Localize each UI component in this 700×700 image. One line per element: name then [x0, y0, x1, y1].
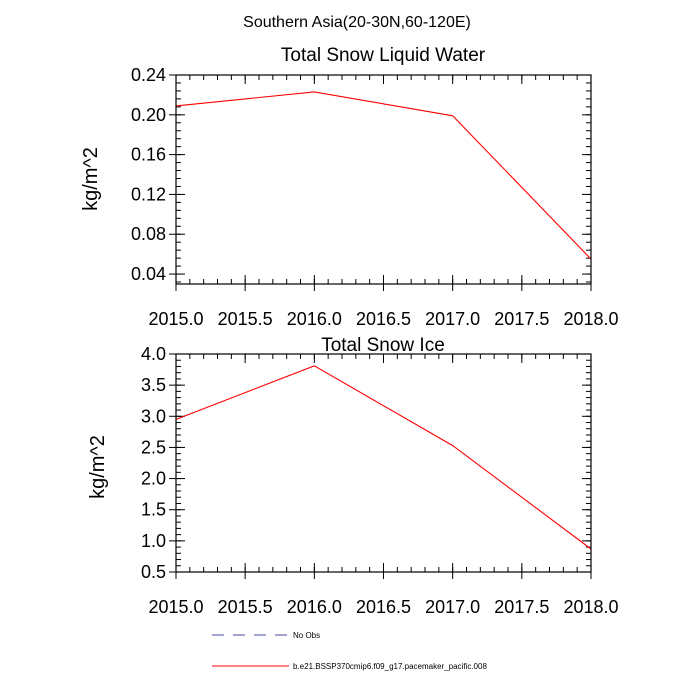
plot-frame [175, 74, 592, 285]
y-tick-label: 0.24 [131, 65, 166, 85]
x-tick-label: 2016.5 [356, 597, 411, 617]
x-tick-label: 2016.5 [356, 309, 411, 329]
y-tick-label: 4.0 [141, 344, 166, 364]
y-tick-label: 2.5 [141, 437, 166, 457]
y-tick-label: 1.5 [141, 500, 166, 520]
y-tick-label: 0.12 [131, 184, 166, 204]
chart-title: Total Snow Ice [321, 335, 445, 356]
x-tick-label: 2016.0 [287, 309, 342, 329]
chart-panel-snow-liquid-water: Total Snow Liquid Water kg/m^2 0.04 0.08 0… [80, 45, 619, 329]
series-line [175, 365, 592, 550]
chart-title: Total Snow Liquid Water [281, 45, 486, 66]
x-tick-label: 2017.5 [494, 597, 549, 617]
x-tick-label: 2017.0 [425, 309, 480, 329]
y-tick-label: 1.0 [141, 531, 166, 551]
x-tick-label: 2018.0 [563, 309, 618, 329]
legend: No Obs b.e21.BSSP370cmip6.f09_g17.pacema… [212, 631, 487, 671]
y-tick-label: 0.20 [131, 105, 166, 125]
y-tick-label: 2.0 [141, 469, 166, 489]
chart-panel-snow-ice: Total Snow Ice kg/m^2 0.5 1.0 1.5 2.0 2.5 3.0… [87, 335, 619, 617]
x-tick-label: 2015.5 [218, 309, 273, 329]
series-line [175, 91, 592, 260]
x-tick-label: 2015.5 [218, 597, 273, 617]
legend-label-no-obs: No Obs [293, 631, 320, 640]
x-tick-label: 2017.0 [425, 597, 480, 617]
y-axis-label: kg/m^2 [87, 435, 109, 499]
x-tick-label: 2018.0 [563, 597, 618, 617]
y-tick-label: 3.0 [141, 406, 166, 426]
y-tick-label: 0.04 [131, 264, 166, 284]
y-tick-label: 0.08 [131, 224, 166, 244]
y-tick-label: 0.16 [131, 145, 166, 165]
x-tick-label: 2015.0 [148, 309, 203, 329]
x-tick-label: 2017.5 [494, 309, 549, 329]
legend-label-model: b.e21.BSSP370cmip6.f09_g17.pacemaker_pac… [293, 662, 487, 671]
x-tick-label: 2015.0 [148, 597, 203, 617]
x-tick-label: 2016.0 [287, 597, 342, 617]
y-tick-label: 0.5 [141, 562, 166, 582]
y-axis-label: kg/m^2 [80, 147, 102, 211]
figure-suptitle: Southern Asia(20-30N,60-120E) [243, 14, 471, 31]
plot-frame [175, 353, 592, 573]
y-tick-label: 3.5 [141, 375, 166, 395]
